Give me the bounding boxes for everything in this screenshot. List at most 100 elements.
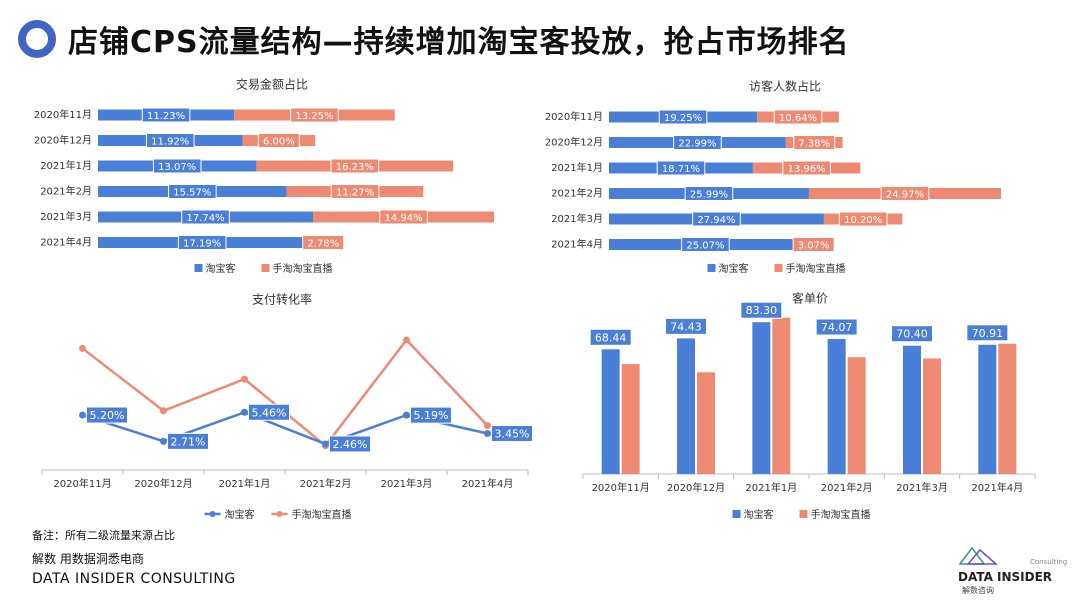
trade-data-label: 2.78% [307, 239, 339, 250]
conversion-point-0 [79, 411, 86, 419]
trade-legend-swatch-0 [194, 264, 203, 272]
visitors-data-label-box [656, 160, 706, 176]
trade-category-label: 2021年3月 [40, 210, 92, 223]
visitors-data-label-box [782, 160, 831, 176]
visitors-category-label: 2021年3月 [551, 212, 603, 225]
trade-data-label-box [302, 235, 345, 250]
trade-data-label-box [145, 133, 195, 148]
logo-sub-text: 解数咨询 [962, 586, 994, 595]
aov-bar-0 [827, 339, 846, 474]
conversion-data-label: 2.46% [333, 438, 368, 451]
visitors-category-label: 2021年1月 [551, 161, 603, 174]
trade-data-label-box [168, 184, 217, 199]
trade-data-label-box [181, 209, 230, 225]
aov-x-tick-label: 2020年11月 [592, 481, 650, 494]
conversion-point-0 [322, 440, 329, 448]
visitors-data-label: 3.07% [798, 241, 830, 252]
visitors-title: 访客人数占比 [749, 79, 821, 94]
conversion-x-tick-label: 2021年1月 [219, 477, 271, 490]
trade-data-label: 6.00% [263, 137, 295, 148]
visitors-data-label-box [773, 109, 823, 125]
aov-legend-label-0: 淘宝客 [744, 508, 774, 521]
conversion-data-label-box [410, 406, 452, 424]
aov-data-label: 74.43 [670, 320, 702, 333]
aov-data-label: 70.91 [972, 327, 1004, 340]
aov-x-tick-label: 2021年3月 [896, 481, 948, 494]
visitors-data-label-box [880, 186, 930, 201]
aov-x-tick-label: 2020年12月 [667, 481, 725, 494]
visitors-data-label-box [792, 237, 835, 252]
conversion-point-1 [484, 422, 491, 430]
trade-data-label-box [330, 158, 380, 174]
trade-data-label-box [290, 107, 339, 123]
conversion-point-1 [241, 375, 248, 383]
trade-data-label-box [379, 209, 428, 225]
visitors-data-label: 7.38% [798, 139, 830, 150]
trade-data-label-box [152, 158, 202, 174]
logo-top-text: Consulting [1030, 558, 1068, 566]
visitors-data-label: 18.71% [662, 164, 700, 175]
visitors-data-label: 25.99% [690, 190, 728, 201]
visitors-category-label: 2020年12月 [545, 136, 603, 149]
aov-bar-1 [621, 364, 640, 474]
trade-title: 交易金额占比 [236, 77, 308, 92]
aov-data-label-box [740, 301, 783, 319]
trade-data-label: 11.92% [151, 137, 189, 148]
aov-data-label: 74.07 [821, 321, 853, 334]
aov-bar-1 [772, 317, 791, 474]
conversion-legend-label-0: 淘宝客 [225, 508, 255, 521]
conversion-x-tick-label: 2020年12月 [134, 477, 192, 490]
conversion-data-label: 5.46% [252, 406, 287, 419]
aov-data-label-box [966, 324, 1009, 342]
visitors-data-label: 27.94% [697, 215, 735, 226]
conversion-legend-marker-1 [276, 511, 283, 517]
title-row: 店铺CPS流量结构—持续增加淘宝客投放，抢占市场排名 [18, 14, 850, 64]
source-text: 解数 用数据洞悉电商 [32, 552, 144, 566]
trade-data-label: 13.07% [158, 162, 196, 173]
aov-bar-0 [601, 349, 620, 474]
trade-data-label: 13.25% [295, 111, 333, 122]
visitors-legend-swatch-0 [707, 264, 716, 272]
visitors-data-label: 10.20% [844, 215, 882, 226]
logo-main-text: DATA INSIDER [958, 570, 1053, 584]
aov-bar-1 [923, 358, 941, 474]
visitors-data-label-box [838, 211, 888, 227]
aov-bar-1 [697, 372, 715, 474]
visitors-category-label: 2020年11月 [545, 110, 603, 123]
conversion-data-label: 2.71% [171, 435, 206, 448]
visitors-legend-label-1: 手淘淘宝直播 [786, 262, 846, 275]
aov-bar-0 [903, 345, 921, 474]
trade-data-label-box [177, 235, 227, 250]
trade-data-label-box [141, 107, 191, 123]
aov-data-label: 70.40 [896, 328, 928, 341]
aov-legend-swatch-0 [732, 510, 741, 518]
conversion-data-label-box [167, 432, 209, 450]
visitors-data-label-box [658, 109, 708, 125]
trade-data-label: 15.57% [173, 188, 211, 199]
visitors-data-label-box [681, 237, 730, 252]
visitors-category-label: 2021年2月 [551, 187, 603, 200]
visitors-data-label-box [692, 211, 741, 227]
aov-data-label-box [665, 317, 707, 335]
aov-x-tick-label: 2021年4月 [971, 481, 1023, 494]
trade-data-label-box [330, 184, 380, 199]
conversion-data-label-box [86, 406, 128, 424]
logo-mark-icon [958, 546, 998, 565]
trade-data-label: 14.94% [385, 213, 423, 224]
aov-bar-1 [998, 343, 1017, 474]
aov-bar-0 [677, 338, 695, 474]
circle-icon [18, 20, 56, 58]
aov-bar-0 [752, 322, 771, 474]
conversion-series-line-1 [81, 338, 489, 448]
trade-legend-label-1: 手淘淘宝直播 [273, 262, 333, 275]
footnote: 备注：所有二级流量来源占比 [32, 529, 175, 542]
aov-x-tick-label: 2021年2月 [821, 481, 873, 494]
aov-legend-label-1: 手淘淘宝直播 [811, 508, 871, 521]
conversion-x-tick-label: 2021年2月 [300, 477, 352, 490]
aov-data-label-box [589, 328, 632, 346]
trade-data-label: 17.19% [183, 239, 221, 250]
trade-category-label: 2021年4月 [40, 236, 92, 249]
visitors-data-label: 25.07% [686, 241, 724, 252]
visitors-data-label: 19.25% [664, 113, 702, 124]
aov-x-tick-label: 2021年1月 [745, 481, 797, 494]
